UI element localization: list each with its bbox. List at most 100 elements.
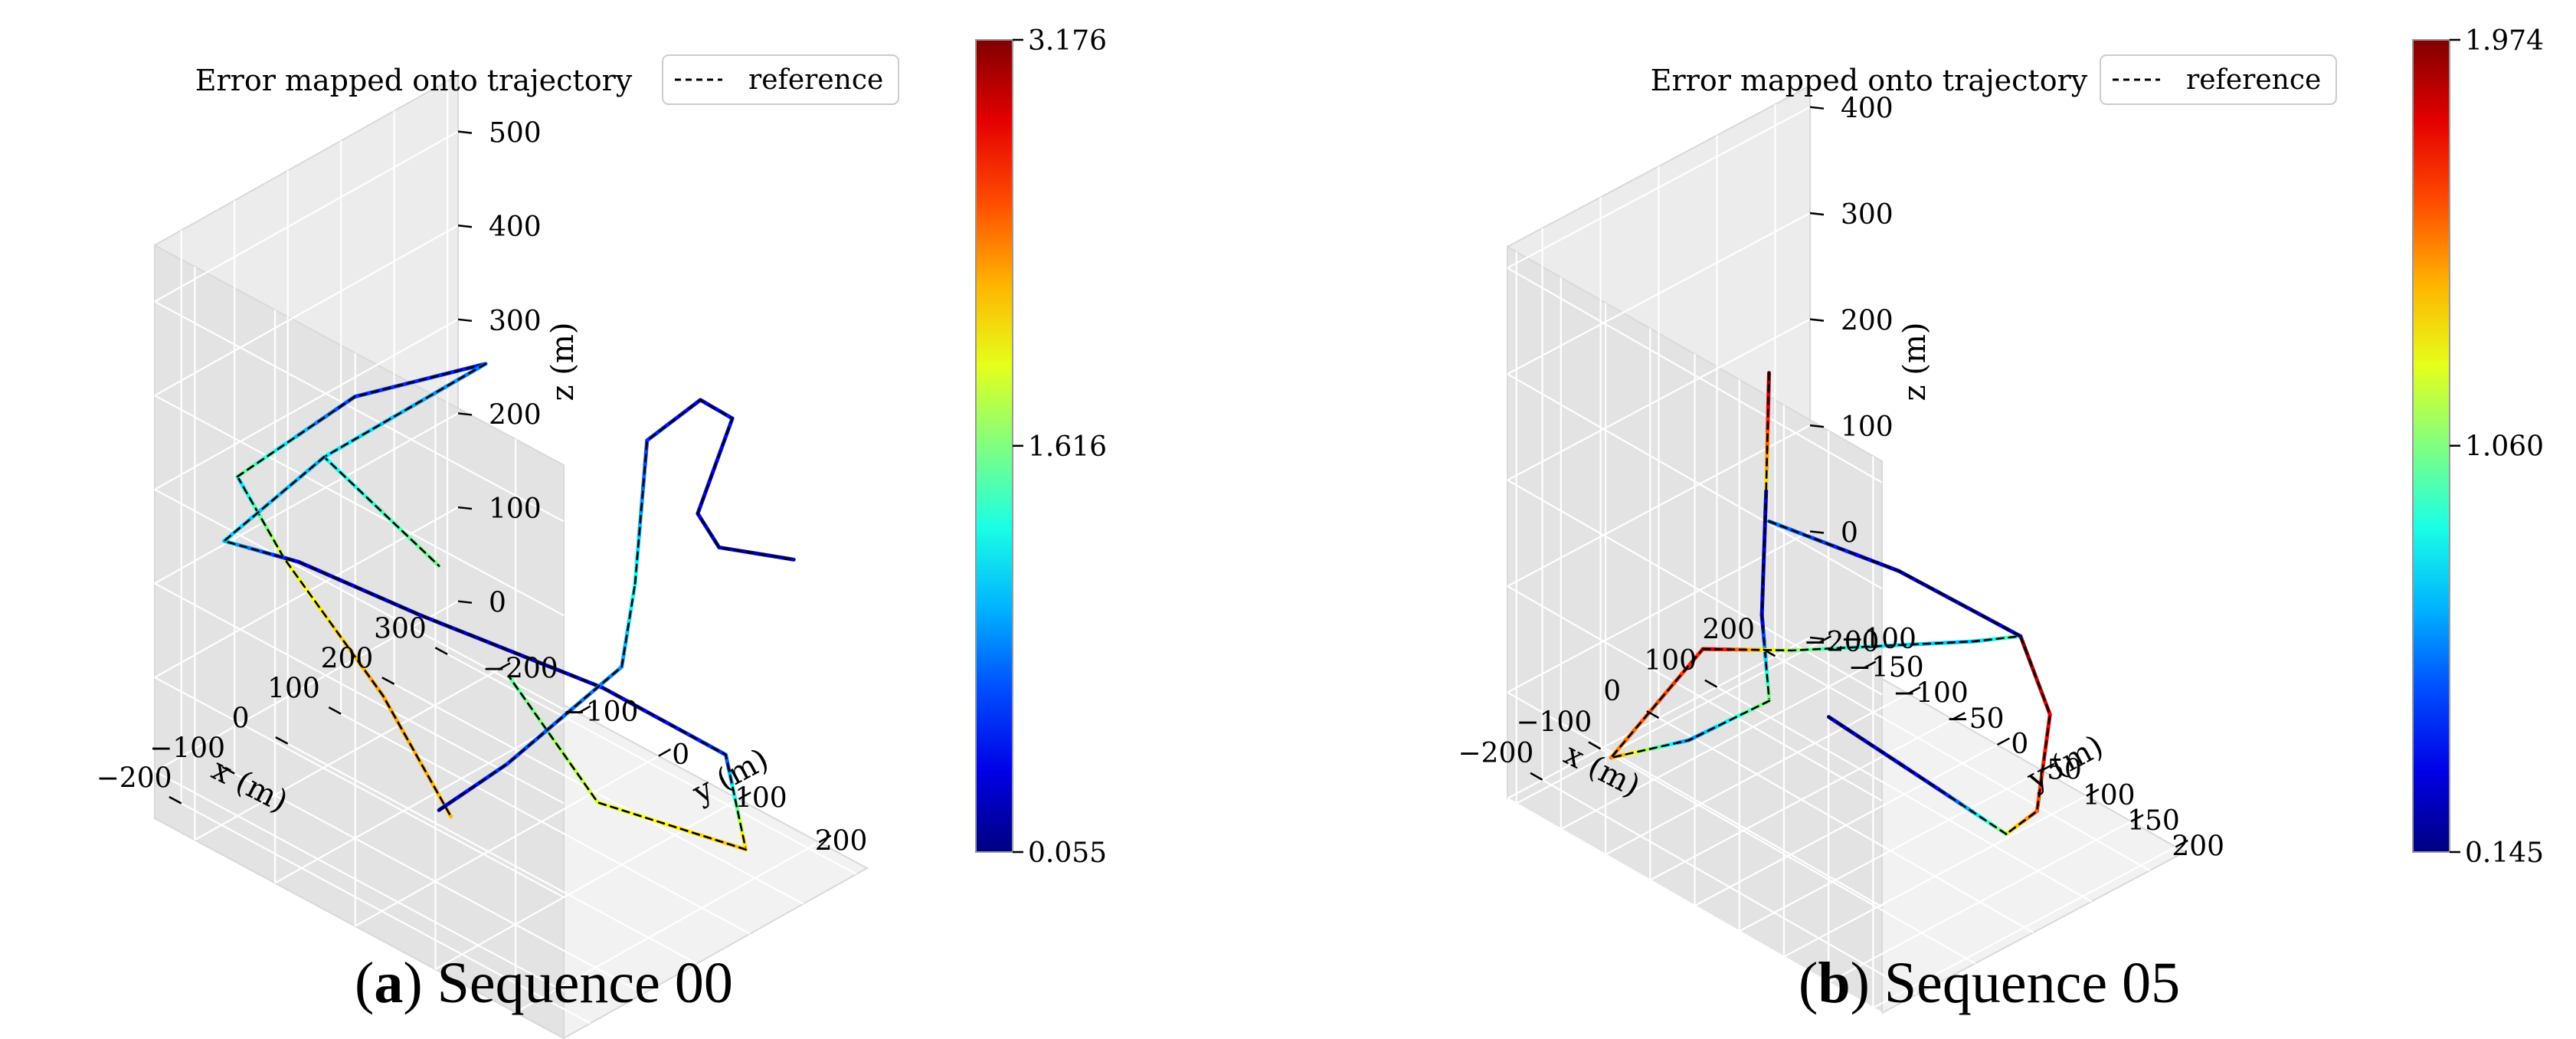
reference-path-0 [236, 475, 453, 818]
z-tick-label: 0 [1841, 518, 1858, 549]
x-tick-label: −100 [149, 733, 225, 764]
y-tick-label: 0 [672, 739, 689, 771]
legend: reference [2100, 54, 2337, 105]
z-tick [1809, 636, 1825, 641]
x-tick-label: 100 [267, 674, 320, 705]
gridline-z-side [1507, 373, 1883, 590]
gridline-z-back [1507, 424, 1811, 588]
y-tick-label: 100 [2083, 780, 2136, 811]
x-tick-label: 100 [1644, 645, 1697, 677]
y-tick [2086, 788, 2100, 797]
y-tick [578, 705, 591, 714]
gridline-y-floor [1828, 821, 2132, 983]
gridline-x-floor [234, 772, 644, 995]
z-tick [1809, 530, 1825, 534]
colorbar-tick-label: 0.145 [2465, 837, 2544, 869]
y-tick-label: −200 [483, 654, 558, 685]
gridline-z-side [1507, 691, 1883, 908]
gridline-x-floor [340, 713, 751, 935]
y-tick [2175, 839, 2188, 848]
gridline-z-side [154, 770, 565, 992]
x-tick-label: 0 [232, 703, 250, 734]
z-tick-label: 500 [489, 118, 542, 149]
colorbar [2412, 39, 2450, 853]
y-tick-label: −100 [563, 696, 639, 728]
z-tick-label: 200 [489, 399, 542, 431]
z-axis-label: z (m) [1897, 323, 1933, 402]
x-tick-label: 200 [321, 644, 374, 675]
reference-path-6 [633, 398, 795, 585]
colorbar [975, 39, 1013, 853]
y-tick-label: 0 [2011, 729, 2028, 760]
reference-path-6 [1768, 520, 2022, 637]
z-tick [457, 412, 473, 416]
gridline-z-side [154, 395, 565, 617]
reference-path-4 [509, 676, 748, 851]
gridline-z-side [1507, 585, 1883, 802]
gridline-z-back [1507, 106, 1811, 269]
reference-path-3 [223, 456, 748, 851]
trajectory [1609, 371, 2052, 836]
caption-a-text: Sequence 00 [437, 951, 733, 1015]
legend-frame [662, 54, 899, 105]
x-tick-label: 200 [1702, 614, 1755, 645]
gridline-y-floor [355, 755, 660, 927]
reference-path-5 [437, 582, 637, 811]
grid [154, 80, 857, 1024]
legend: reference [662, 54, 899, 105]
gridline-z-back [154, 600, 459, 772]
gridline-z-side [154, 677, 565, 899]
gridline-z-back [154, 412, 459, 585]
gridline-y-floor [1516, 641, 1820, 805]
axis-labels: x (m) y (m)z (m) [206, 323, 774, 820]
gridline-z-back [154, 130, 459, 303]
gridline-y-floor [515, 841, 820, 1014]
z-tick [1809, 424, 1825, 428]
y-tick-label: 50 [2047, 755, 2082, 786]
x-tick [381, 677, 395, 685]
z-tick-label: 0 [489, 588, 506, 619]
reference-path-1 [1760, 490, 1771, 703]
z-tick-label: 400 [489, 211, 542, 243]
colorbar-tick-label: 3.176 [1028, 25, 1107, 57]
x-tick [1646, 710, 1660, 719]
y-tick [738, 792, 751, 801]
gridline-y-floor [1605, 693, 1909, 856]
gridline-z-side [154, 488, 565, 710]
z-tick [457, 318, 473, 323]
x-tick [1588, 741, 1602, 750]
y-tick-label: 100 [735, 782, 787, 814]
z-tick-label: 200 [1841, 306, 1894, 337]
z-tick-label: 400 [1841, 93, 1894, 125]
gridline-z-back [1507, 318, 1811, 481]
y-tick-label: 150 [2127, 805, 2180, 837]
reference-path-3 [1701, 634, 2022, 652]
y-tick-label: 200 [2172, 831, 2224, 863]
x-tick-label: 300 [374, 614, 427, 645]
y-tick [2130, 814, 2144, 823]
reference-path-4 [2005, 634, 2051, 835]
tick-labels: −200−1000100200300−200−10001002000100200… [97, 118, 868, 857]
reference-path-2 [1609, 647, 1771, 759]
z-tick [457, 224, 473, 228]
gridline-x-floor [394, 683, 804, 905]
z-tick [1809, 211, 1825, 216]
gridline-y-floor [1739, 769, 2043, 932]
trajectory [222, 362, 796, 852]
gridline-z-back [1507, 530, 1811, 693]
x-tick [221, 765, 235, 775]
y-tick-label: −200 [1804, 627, 1880, 658]
colorbar-tick-label: 1.616 [1028, 431, 1107, 463]
x-tick [169, 795, 182, 805]
gridline-z-back [154, 318, 459, 490]
z-tick-label: 300 [1841, 199, 1894, 231]
gridline-y-floor [194, 669, 499, 841]
gridline-z-back [154, 225, 459, 397]
y-tick-label: 200 [815, 826, 868, 857]
caption-b-text: Sequence 05 [1884, 951, 2181, 1015]
z-tick [457, 130, 473, 134]
chart-title: Error mapped onto trajectory [195, 64, 633, 97]
